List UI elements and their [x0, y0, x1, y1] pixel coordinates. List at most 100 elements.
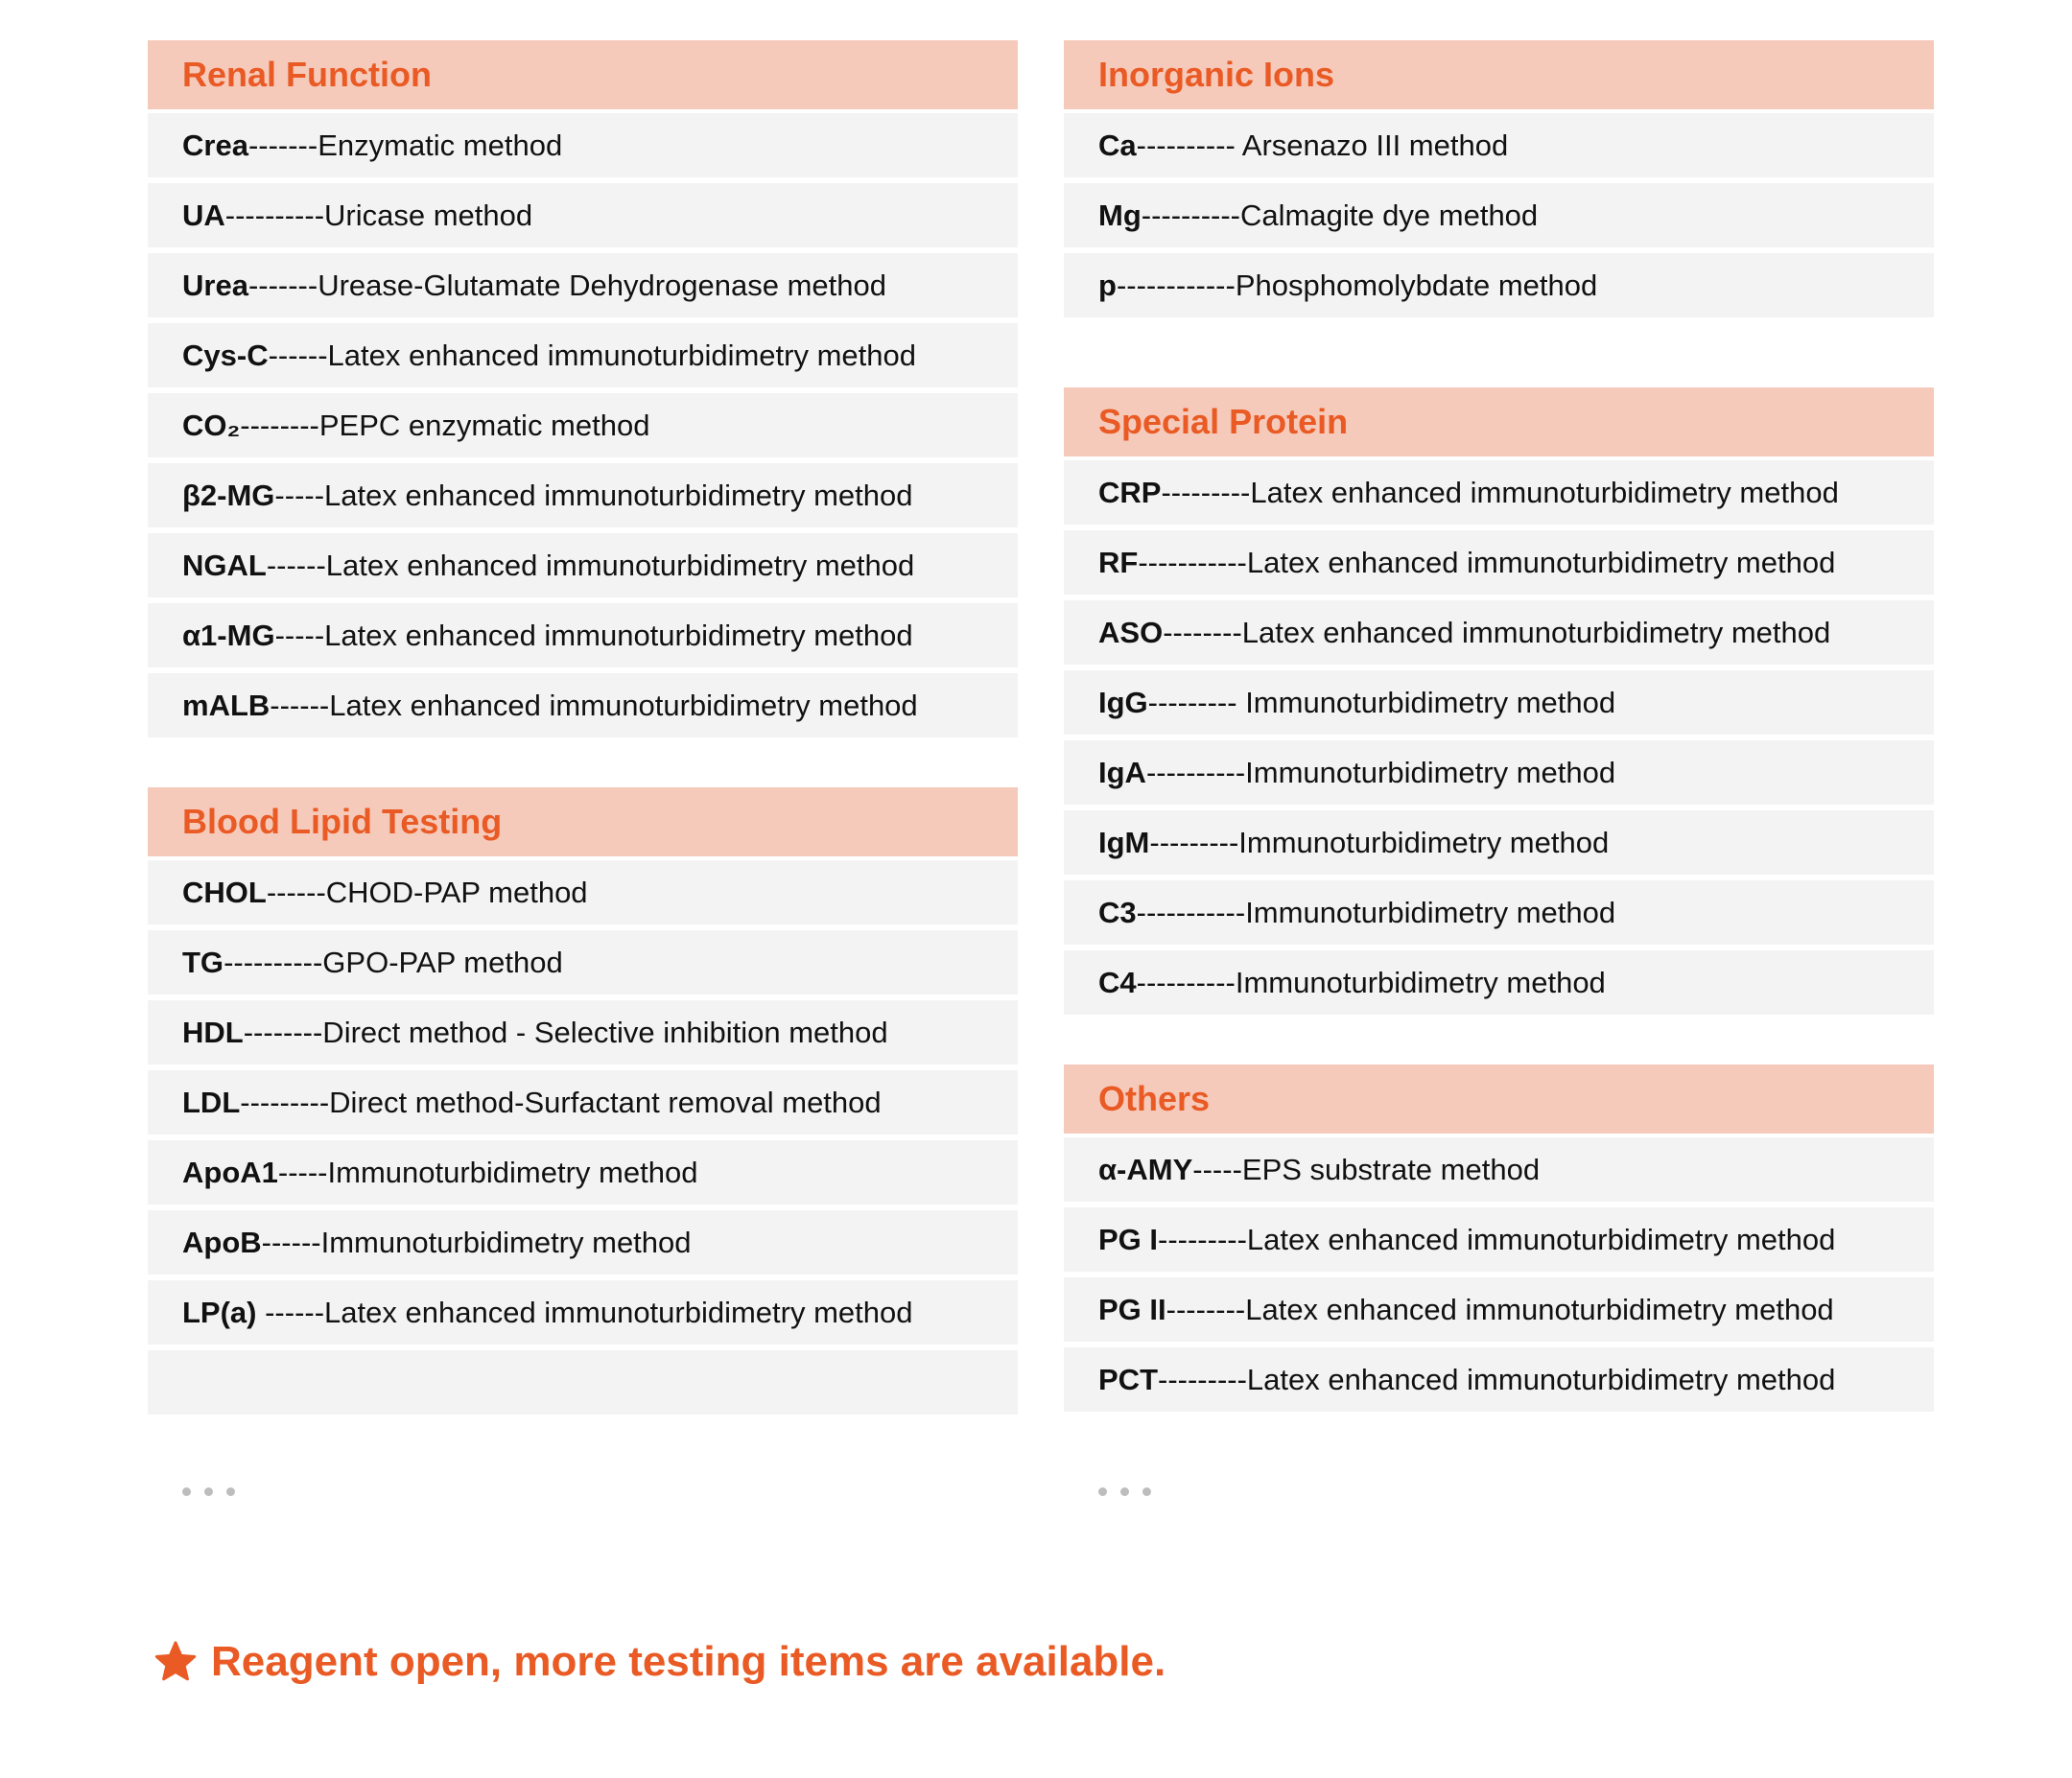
item-method: ------Latex enhanced immunoturbidimetry … — [266, 549, 915, 582]
item-code: Mg — [1098, 199, 1142, 232]
section-title: Renal Function — [148, 40, 1018, 109]
list-item: CO₂--------PEPC enzymatic method — [148, 393, 1018, 457]
item-code: LP(a) — [182, 1296, 257, 1329]
list-item: β2-MG-----Latex enhanced immunoturbidime… — [148, 463, 1018, 527]
item-method: ----------Immunoturbidimetry method — [1136, 966, 1606, 999]
item-code: IgM — [1098, 826, 1150, 859]
dot — [1098, 1487, 1107, 1496]
list-item: C4----------Immunoturbidimetry method — [1064, 950, 1934, 1015]
list-item: PCT---------Latex enhanced immunoturbidi… — [1064, 1347, 1934, 1412]
item-code: PG II — [1098, 1293, 1166, 1326]
dot — [204, 1487, 213, 1496]
list-item: LP(a) ------Latex enhanced immunoturbidi… — [148, 1280, 1018, 1345]
section-title: Blood Lipid Testing — [148, 787, 1018, 856]
item-method: ----------Uricase method — [224, 199, 533, 232]
item-method: --------- Immunoturbidimetry method — [1147, 686, 1616, 719]
item-method: ----------GPO-PAP method — [224, 946, 563, 979]
item-method: --------Latex enhanced immunoturbidimetr… — [1163, 616, 1831, 649]
item-method: -----EPS substrate method — [1192, 1153, 1541, 1186]
item-method: ----------Immunoturbidimetry method — [1145, 756, 1616, 789]
note-text: Reagent open, more testing items are ava… — [211, 1638, 1166, 1685]
section-title: Special Protein — [1064, 387, 1934, 456]
dot — [1120, 1487, 1129, 1496]
list-item: NGAL------Latex enhanced immunoturbidime… — [148, 533, 1018, 597]
item-code: C3 — [1098, 896, 1137, 929]
item-code: UA — [182, 199, 225, 232]
item-code: LDL — [182, 1086, 241, 1119]
item-method: -----------Immunoturbidimetry method — [1136, 896, 1616, 929]
list-item: PG I---------Latex enhanced immunoturbid… — [1064, 1207, 1934, 1272]
item-method: -------Urease-Glutamate Dehydrogenase me… — [247, 269, 886, 302]
list-item: Cys-C------Latex enhanced immunoturbidim… — [148, 323, 1018, 387]
item-code: α-AMY — [1098, 1153, 1193, 1186]
list-item: p------------Phosphomolybdate method — [1064, 253, 1934, 317]
list-item: CHOL------CHOD-PAP method — [148, 860, 1018, 924]
section-title: Others — [1064, 1064, 1934, 1134]
list-item: α-AMY-----EPS substrate method — [1064, 1137, 1934, 1202]
list-item: RF-----------Latex enhanced immunoturbid… — [1064, 530, 1934, 595]
item-code: ApoB — [182, 1226, 262, 1259]
list-item: CRP---------Latex enhanced immunoturbidi… — [1064, 460, 1934, 525]
dot — [226, 1487, 235, 1496]
item-code: ASO — [1098, 616, 1164, 649]
list-item: Mg----------Calmagite dye method — [1064, 183, 1934, 247]
ellipsis-icon — [182, 1487, 235, 1496]
item-method: ---------Latex enhanced immunoturbidimet… — [1158, 1223, 1836, 1256]
item-code: CRP — [1098, 476, 1162, 509]
list-item: Crea-------Enzymatic method — [148, 113, 1018, 177]
item-code: PG I — [1098, 1223, 1159, 1256]
item-code: β2-MG — [182, 479, 275, 512]
item-code: IgG — [1098, 686, 1148, 719]
item-method: -----Latex enhanced immunoturbidimetry m… — [274, 619, 913, 652]
list-item: TG----------GPO-PAP method — [148, 930, 1018, 994]
item-code: p — [1098, 269, 1117, 302]
section-blood-lipid-testing: Blood Lipid Testing CHOL------CHOD-PAP me… — [148, 787, 1018, 1415]
list-item: PG II--------Latex enhanced immunoturbid… — [1064, 1277, 1934, 1342]
item-code: α1-MG — [182, 619, 275, 652]
list-item: ASO--------Latex enhanced immunoturbidim… — [1064, 600, 1934, 665]
left-column: Renal Function Crea-------Enzymatic metho… — [148, 40, 1018, 1420]
item-method: ---------Immunoturbidimetry method — [1149, 826, 1610, 859]
section-renal-function: Renal Function Crea-------Enzymatic metho… — [148, 40, 1018, 737]
item-code: HDL — [182, 1016, 244, 1049]
list-item: ApoA1-----Immunoturbidimetry method — [148, 1140, 1018, 1205]
dot — [182, 1487, 191, 1496]
list-item: mALB------Latex enhanced immunoturbidime… — [148, 673, 1018, 737]
item-method: ----------Calmagite dye method — [1141, 199, 1539, 232]
item-code: C4 — [1098, 966, 1137, 999]
list-item: UA----------Uricase method — [148, 183, 1018, 247]
item-method: ------CHOD-PAP method — [266, 876, 588, 909]
item-code: TG — [182, 946, 224, 979]
item-method: ---------Latex enhanced immunoturbidimet… — [1158, 1363, 1836, 1396]
item-code: mALB — [182, 689, 271, 722]
item-code: CHOL — [182, 876, 267, 909]
list-item: Urea-------Urease-Glutamate Dehydrogenas… — [148, 253, 1018, 317]
item-code: CO₂ — [182, 409, 241, 442]
item-code: Cys-C — [182, 339, 269, 372]
item-method: -----Latex enhanced immunoturbidimetry m… — [274, 479, 913, 512]
list-item: IgM---------Immunoturbidimetry method — [1064, 810, 1934, 875]
item-method: -----Immunoturbidimetry method — [277, 1156, 698, 1189]
item-code: IgA — [1098, 756, 1146, 789]
item-method: ---------- Arsenazo III method — [1136, 129, 1509, 162]
item-code: Ca — [1098, 129, 1137, 162]
item-code: ApoA1 — [182, 1156, 278, 1189]
section-title: Inorganic Ions — [1064, 40, 1934, 109]
item-method: ------Latex enhanced immunoturbidimetry … — [256, 1296, 913, 1329]
item-code: PCT — [1098, 1363, 1158, 1396]
list-item: LDL---------Direct method-Surfactant rem… — [148, 1070, 1018, 1135]
item-code: Crea — [182, 129, 248, 162]
item-method: --------PEPC enzymatic method — [240, 409, 650, 442]
list-item: IgG--------- Immunoturbidimetry method — [1064, 670, 1934, 735]
item-code: RF — [1098, 546, 1139, 579]
list-item — [148, 1350, 1018, 1415]
list-item: HDL--------Direct method - Selective inh… — [148, 1000, 1018, 1064]
reagent-note: Reagent open, more testing items are ava… — [153, 1638, 1166, 1686]
item-method: ---------Direct method-Surfactant remova… — [240, 1086, 882, 1119]
section-inorganic-ions: Inorganic Ions Ca---------- Arsenazo III … — [1064, 40, 1934, 317]
item-method: ------Immunoturbidimetry method — [261, 1226, 692, 1259]
item-method: -----------Latex enhanced immunoturbidim… — [1138, 546, 1836, 579]
item-code: NGAL — [182, 549, 267, 582]
dot — [1142, 1487, 1151, 1496]
item-method: --------Direct method - Selective inhibi… — [243, 1016, 888, 1049]
